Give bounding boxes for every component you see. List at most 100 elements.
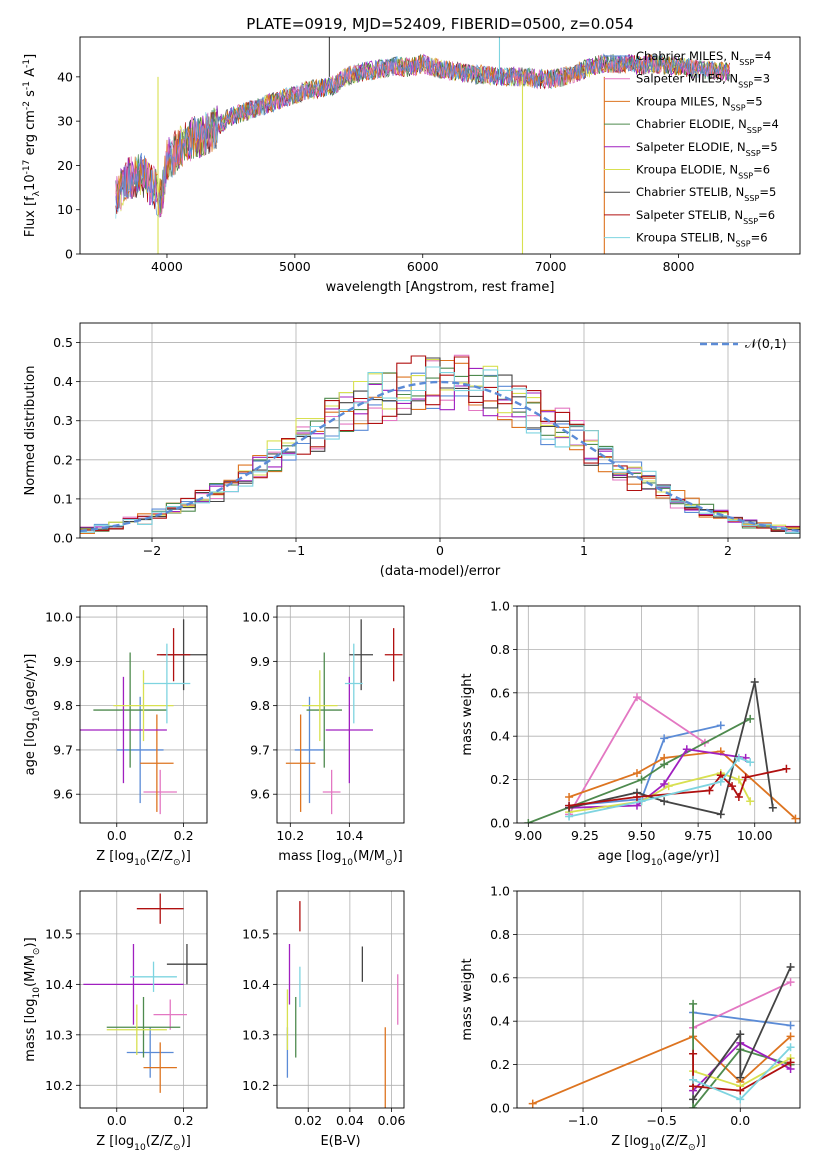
series-marker-chabrier_elodie <box>637 775 646 784</box>
series-marker-chabrier_miles <box>716 721 725 730</box>
axes-frame <box>276 605 405 824</box>
series-line-salpeter_stelib <box>692 1053 792 1092</box>
series-line-salpeter_stelib <box>568 767 787 807</box>
text-span: Z [log <box>96 849 134 864</box>
text-span: SSP <box>738 80 753 89</box>
x-axis-label: age [log10(age/yr)] <box>598 849 720 868</box>
x-tick-label: −1 <box>287 543 305 558</box>
series-marker-kroupa_elodie <box>734 775 743 784</box>
y-tick-label: 9.7 <box>53 742 73 757</box>
axes-frame <box>79 605 208 824</box>
y-tick-label: 0.0 <box>490 816 510 831</box>
series-marker-kroupa_stelib <box>689 1075 698 1084</box>
text-span: Kroupa STELIB, N <box>636 231 736 245</box>
plot-area <box>80 619 207 815</box>
y-tick-label: 9.6 <box>53 787 73 802</box>
axes-frame <box>276 890 405 1109</box>
y-tick-label: 0.2 <box>490 1057 510 1072</box>
plot-area <box>285 619 403 815</box>
y-tick-label: 1.0 <box>490 884 510 899</box>
figure-title: PLATE=0919, MJD=52409, FIBERID=0500, z=0… <box>246 15 633 33</box>
y-tick-label: 10.5 <box>45 926 73 941</box>
axes-frame <box>79 36 801 255</box>
text-span: SSP <box>744 194 759 203</box>
plot-area <box>286 901 399 1108</box>
chart-panels: 4000 5000 6000 7000 8000010203040wavelength … <box>22 36 801 1153</box>
text-span: ⊙ <box>173 1143 181 1153</box>
x-tick-label: 4000 <box>151 259 183 274</box>
y-tick-label: 9.9 <box>250 654 270 669</box>
series-marker-chabrier_stelib <box>716 810 725 819</box>
y-tick-label: 0.6 <box>490 970 510 985</box>
series-marker-kroupa_miles <box>786 1032 795 1041</box>
x-tick-label: 6000 <box>407 259 439 274</box>
legend-entry-label: Chabrier MILES, NSSP=4 <box>636 49 771 67</box>
x-axis-label: mass [log10(M/M⊙)] <box>278 849 402 868</box>
text-span: Salpeter ELODIE, N <box>636 140 746 154</box>
series-marker-chabrier_elodie <box>524 819 533 823</box>
y-tick-label: 0.8 <box>490 927 510 942</box>
series-line-kroupa_miles <box>532 1035 792 1105</box>
text-span: A <box>23 68 38 81</box>
series-marker-chabrier_stelib <box>768 803 777 812</box>
x-tick-label: 0.0 <box>107 828 127 843</box>
y-tick-label: 0.2 <box>490 772 510 787</box>
series-marker-chabrier_elodie <box>746 714 755 723</box>
y-tick-label: 10.0 <box>45 610 73 625</box>
text-span: mass weight <box>460 673 475 755</box>
text-span: Z [log <box>611 1134 649 1149</box>
y-tick-label: 40 <box>57 69 73 84</box>
series-marker-chabrier_elodie <box>689 1104 698 1108</box>
y-tick-label: 10.4 <box>45 977 73 992</box>
text-span: ⊙ <box>32 947 42 955</box>
axes-frame <box>516 605 801 824</box>
text-span: age [log <box>598 849 651 864</box>
y-axis-label: mass weight <box>460 958 475 1040</box>
y-tick-label: 10.2 <box>242 1078 270 1093</box>
y-tick-label: 0.0 <box>490 1101 510 1116</box>
series-marker-chabrier_stelib <box>736 1073 745 1082</box>
y-tick-label: 10.0 <box>242 610 270 625</box>
panel-age_vs_z: 0.0 0.29.69.79.89.910.0Z [log10(Z/Z⊙)]age… <box>23 605 208 868</box>
text-span: -1 <box>22 81 32 90</box>
text-span: -2 <box>22 101 32 110</box>
text-span: =5 <box>746 94 763 108</box>
legend-entry-label: 𝒩(0,1) <box>745 336 787 351</box>
x-tick-label: 0.0 <box>107 1113 127 1128</box>
x-tick-label: 1 <box>580 543 588 558</box>
series-marker-kroupa_stelib <box>565 812 574 821</box>
text-span: 10 <box>134 858 146 868</box>
x-tick-label: 0.0 <box>730 1113 750 1128</box>
x-axis-label: Z [log10(Z/Z⊙)] <box>611 1134 706 1153</box>
text-span: erg cm <box>23 110 38 159</box>
legend-entry-label: Kroupa ELODIE, NSSP=6 <box>636 163 770 181</box>
text-span: =4 <box>762 117 779 131</box>
text-span: Normed distribution <box>23 366 38 496</box>
x-tick-label: 7000 <box>535 259 567 274</box>
text-span: mass [log <box>278 849 341 864</box>
x-tick-label: 9.25 <box>571 828 599 843</box>
text-span: ⊙ <box>385 858 393 868</box>
x-tick-label: −0.5 <box>646 1113 676 1128</box>
series-marker-salpeter_stelib <box>734 792 743 801</box>
histogram-kroupa_stelib <box>80 366 800 533</box>
x-tick-label: 0 <box>436 543 444 558</box>
series-marker-salpeter_stelib <box>741 773 750 782</box>
plot-area <box>80 354 800 534</box>
x-tick-label: 9.50 <box>628 828 656 843</box>
x-tick-label: 0.04 <box>336 1113 364 1128</box>
text-span: SSP <box>743 216 758 225</box>
series-marker-salpeter_stelib <box>782 764 791 773</box>
x-tick-label: 10.4 <box>335 828 363 843</box>
text-span: SSP <box>736 239 751 248</box>
x-axis-label: wavelength [Angstrom, rest frame] <box>326 280 555 295</box>
text-span: λ <box>32 190 42 196</box>
plot-area <box>524 677 800 823</box>
text-span: ⊙ <box>173 858 181 868</box>
series-marker-kroupa_miles <box>791 814 800 823</box>
text-span: )] <box>393 849 403 864</box>
text-span: Chabrier STELIB, N <box>636 185 744 199</box>
y-tick-label: 10.3 <box>45 1027 73 1042</box>
y-tick-label: 0.6 <box>490 685 510 700</box>
x-tick-label: 5000 <box>279 259 311 274</box>
